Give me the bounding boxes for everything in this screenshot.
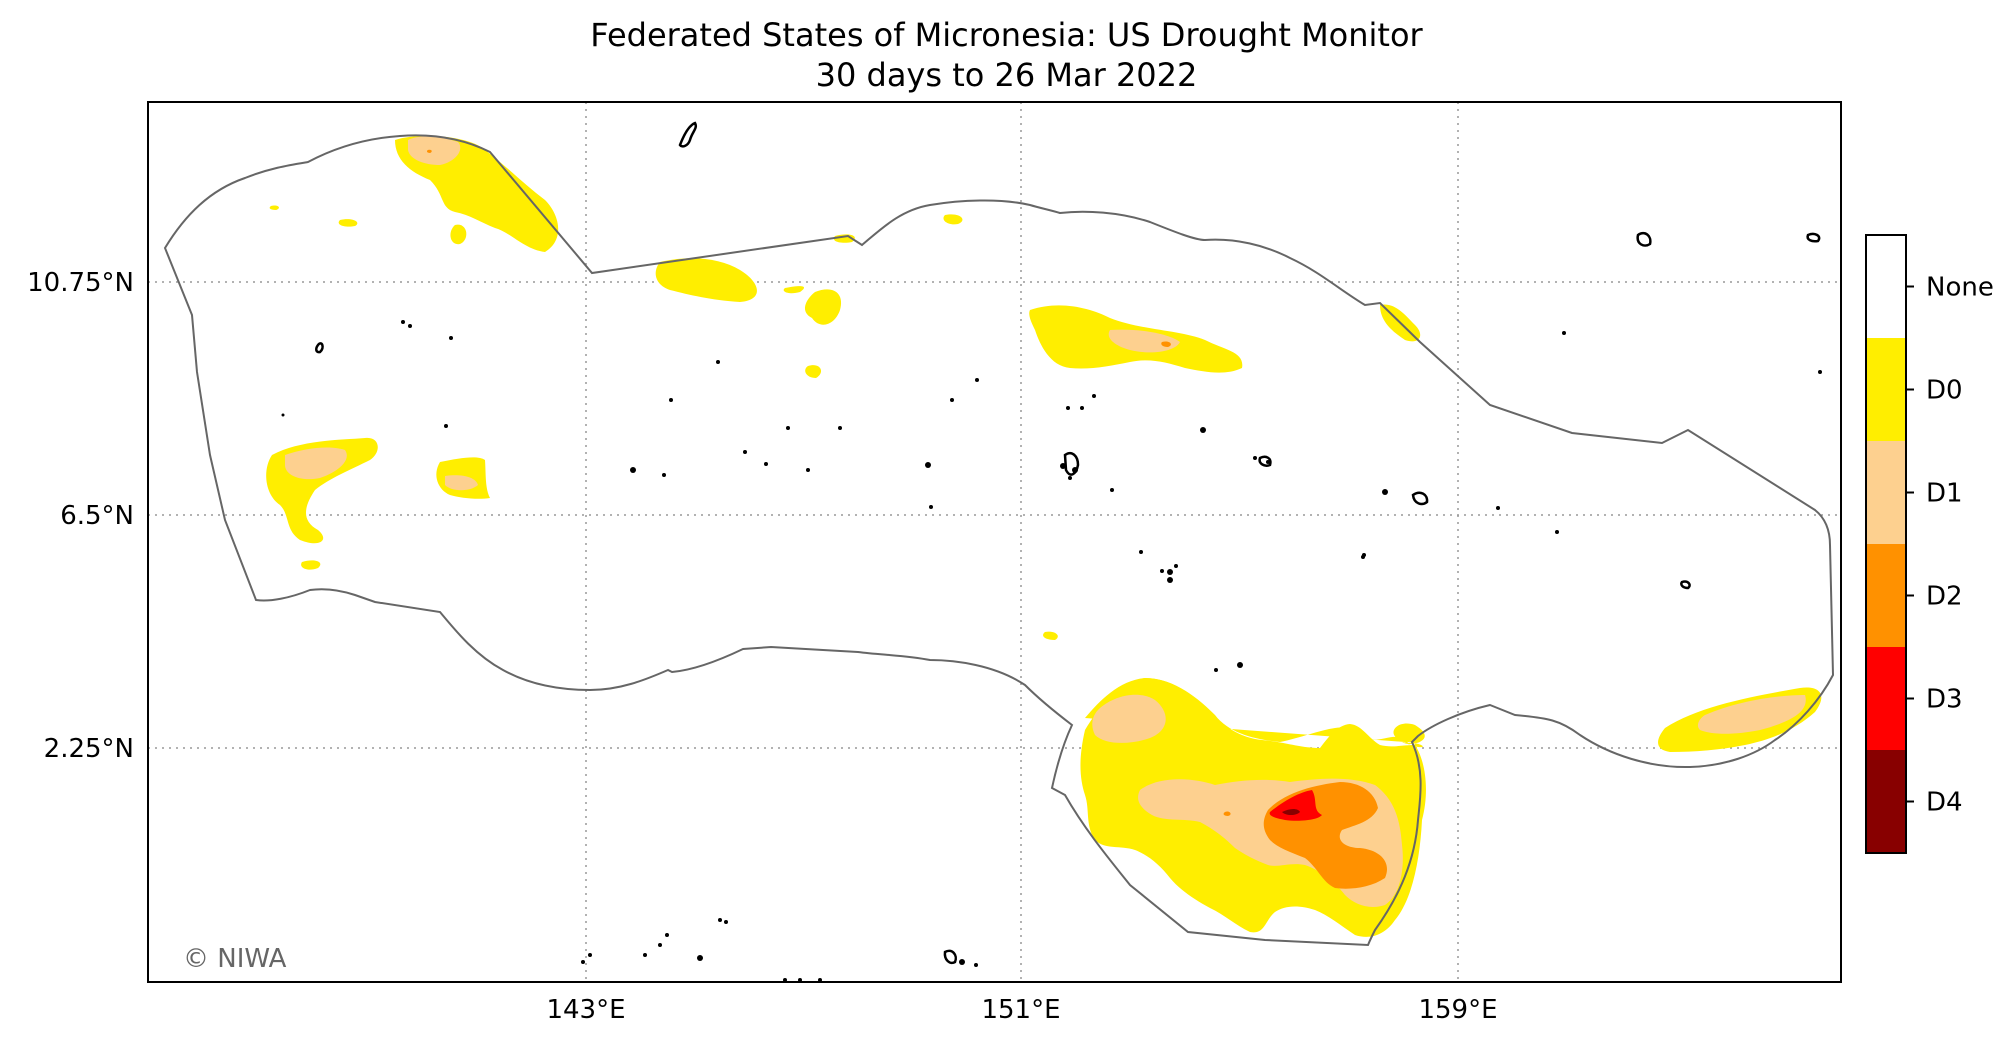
island-east-1 <box>1636 231 1652 247</box>
legend-label-none: None <box>1926 273 1994 303</box>
lat-label-10-75: 10.75°N <box>27 268 134 298</box>
legend-swatch-d4 <box>1866 750 1906 853</box>
legend-label-d2: D2 <box>1926 582 1963 612</box>
lon-label-159: 159°E <box>1418 995 1497 1025</box>
d0-area-south-3 <box>1043 631 1058 640</box>
island-kosrae <box>1680 580 1691 590</box>
legend-swatch-d0 <box>1866 338 1906 441</box>
d0-area-nw-2 <box>450 224 467 245</box>
d2-area-nw-dot <box>426 149 432 153</box>
island-yap <box>1063 451 1080 476</box>
d0-area-south-2 <box>1094 826 1121 845</box>
eez-boundary <box>163 134 1835 947</box>
d0-area-small-w <box>269 205 279 210</box>
lon-label-151: 151°E <box>981 995 1060 1025</box>
d0-area-nw <box>395 135 559 252</box>
island-pohnpei <box>1411 491 1429 506</box>
atoll-dots <box>281 311 1841 982</box>
d0-area-small-w2 <box>338 219 358 227</box>
d3-area-south <box>1269 790 1322 821</box>
d1-area-nw <box>408 136 461 165</box>
d0-area-yap-d <box>805 365 822 378</box>
d1-area-west <box>285 447 347 480</box>
legend-label-d4: D4 <box>1926 788 1963 818</box>
d0-area-top-small2 <box>943 214 963 225</box>
island-guam <box>678 121 698 148</box>
legend-swatch-d1 <box>1866 441 1906 544</box>
map-frame <box>147 101 1842 983</box>
legend-colorbar: None D0 D1 D2 D3 D4 <box>1865 234 1994 854</box>
d2-area-south-dot <box>1223 811 1231 816</box>
lon-tick-labels: 143°E 151°E 159°E <box>546 995 1497 1025</box>
legend-swatch-d2 <box>1866 544 1906 647</box>
lat-label-6-5: 6.5°N <box>60 501 134 531</box>
lon-label-143: 143°E <box>546 995 625 1025</box>
d0-area-yap-b <box>783 286 805 294</box>
lat-tick-labels: 10.75°N 6.5°N 2.25°N <box>27 268 134 764</box>
d0-area-yap-a <box>655 258 757 302</box>
d2-area-chuuk-dot <box>1161 341 1171 347</box>
d1-area-kosrae <box>1697 695 1806 734</box>
legend-swatch-d3 <box>1866 647 1906 750</box>
legend-label-d1: D1 <box>1926 479 1963 509</box>
d4-area-south <box>1282 809 1300 815</box>
map-subtitle: 30 days to 26 Mar 2022 <box>815 56 1198 94</box>
island-east-2 <box>1806 232 1821 243</box>
lat-label-2-25: 2.25°N <box>44 734 134 764</box>
island-sw <box>943 949 957 965</box>
island-chuuk-lagoon <box>1258 455 1272 467</box>
d1-area-west-2 <box>445 475 478 491</box>
d0-area-yap-c <box>804 289 842 325</box>
credit-text: © NIWA <box>183 944 287 974</box>
legend-frame <box>1865 234 1907 854</box>
d1-area-chuuk <box>1108 329 1180 353</box>
legend-swatch-none <box>1866 235 1906 338</box>
map-area: © NIWA <box>148 102 1841 982</box>
d0-area-west-3 <box>301 560 321 570</box>
legend-label-d0: D0 <box>1926 376 1963 406</box>
d1-area-south-a <box>1092 694 1166 743</box>
island-w <box>315 342 324 354</box>
legend-label-d3: D3 <box>1926 685 1963 715</box>
drought-d4-areas <box>1282 809 1300 815</box>
drought-d3-areas <box>1269 790 1322 821</box>
island-outlines <box>315 121 1821 965</box>
map-title: Federated States of Micronesia: US Droug… <box>590 16 1423 54</box>
